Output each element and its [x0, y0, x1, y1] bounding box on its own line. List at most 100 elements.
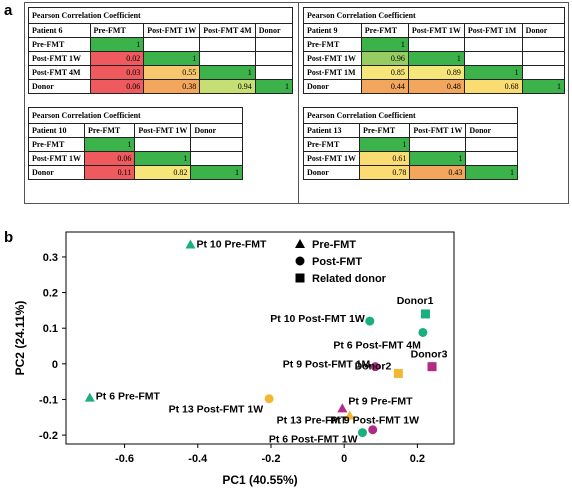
y-tick-label: 0.1	[43, 323, 58, 335]
x-tick-label: 0.2	[410, 453, 425, 465]
table-row: Donor 0.06 0.38 0.94 1	[28, 79, 294, 94]
correlation-cell: 0.02	[89, 51, 145, 66]
correlation-cell	[199, 37, 256, 52]
correlation-cell: 0.82	[134, 165, 192, 180]
data-point	[337, 403, 348, 413]
data-point	[84, 392, 95, 402]
table-title: Pearson Correlation Coefficient	[28, 107, 243, 124]
x-tick-label: 0	[341, 453, 347, 465]
data-point	[357, 428, 367, 438]
correlation-cell: 0.44	[360, 79, 409, 94]
column-header: Post-FMT 4M	[199, 23, 256, 38]
data-point	[264, 394, 274, 404]
data-point	[370, 362, 380, 372]
table-title-row: Pearson Correlation Coefficient	[303, 107, 518, 124]
correlation-cell: 1	[190, 165, 243, 180]
row-label: Post-FMT 1W	[303, 51, 362, 66]
point-label: Pt 6 Pre-FMT	[96, 391, 161, 403]
correlation-cell: 1	[409, 151, 467, 166]
correlation-cell: 1	[463, 65, 523, 80]
table-row: Post-FMT 4M 0.03 0.55 1	[28, 65, 294, 80]
table-title: Pearson Correlation Coefficient	[28, 7, 293, 24]
pca-scatter-plot: -0.6 -0.4 -0.2 0 0.2 -0.2 -0.1 0 0.1 0.2 0.3 PC1 (4…	[13, 231, 455, 487]
point-label: Pt 9 Post-FMT 1W	[330, 415, 419, 427]
y-tick-label: 0	[52, 359, 58, 371]
data-point	[185, 239, 196, 249]
correlation-cell: 0.85	[360, 65, 409, 80]
correlation-cell: 1	[465, 165, 518, 180]
data-point	[368, 425, 378, 435]
legend-label: Post-FMT	[312, 256, 362, 268]
table-row: Donor 0.78 0.43 1	[303, 165, 518, 180]
point-label: Pt 13 Post-FMT 1W	[169, 404, 264, 416]
correlation-cell: 0.11	[83, 165, 136, 180]
column-header: Pre-FMT	[83, 123, 136, 138]
table-row: Post-FMT 1W 0.06 1	[28, 151, 243, 166]
correlation-cell: 1	[143, 51, 201, 66]
correlation-cell: 0.48	[407, 79, 465, 94]
row-label: Post-FMT 1W	[28, 51, 91, 66]
correlation-cell	[465, 137, 518, 152]
table-row: Post-FMT 1W 0.96 1	[303, 51, 566, 66]
correlation-cell	[521, 51, 566, 66]
correlation-cell	[190, 151, 243, 166]
column-header: Post-FMT 1W	[143, 23, 201, 38]
point-label: Pt 6 Post-FMT 4M	[333, 339, 421, 351]
column-header: Post-FMT 1W	[407, 23, 465, 38]
table-title: Pearson Correlation Coefficient	[303, 107, 518, 124]
patient-label: Patient 6	[28, 23, 91, 38]
table-row: Pre-FMT 1	[303, 137, 518, 152]
column-header: Post-FMT 1W	[134, 123, 192, 138]
point-label: Pt 9 Post-FMT 1M	[283, 359, 371, 371]
row-label: Donor	[303, 165, 360, 180]
table-row: Pre-FMT 1	[28, 37, 294, 52]
legend-label: Pre-FMT	[312, 239, 356, 251]
x-tick-label: -0.6	[115, 453, 134, 465]
correlation-cell: 0.43	[409, 165, 467, 180]
point-label: Donor3	[411, 349, 448, 361]
legend-label: Related donor	[312, 273, 387, 285]
column-header: Donor	[465, 123, 518, 138]
row-label: Post-FMT 1W	[28, 151, 85, 166]
point-label: Donor2	[355, 360, 392, 372]
row-label: Pre-FMT	[303, 37, 362, 52]
data-point	[365, 316, 375, 326]
correlation-cell: 0.89	[407, 65, 465, 80]
y-tick-label: -0.2	[39, 430, 58, 442]
point-label: Pt 9 Pre-FMT	[348, 395, 413, 407]
correlation-cell	[190, 137, 243, 152]
data-point	[420, 309, 430, 319]
table-row: Pre-FMT 1	[303, 37, 566, 52]
table-row: Donor 0.11 0.82 1	[28, 165, 243, 180]
correlation-cell: 0.06	[83, 151, 136, 166]
correlation-tables-frame	[24, 2, 569, 204]
correlation-cell: 0.68	[463, 79, 523, 94]
plot-frame	[65, 231, 455, 445]
table-header-row: Patient 6 Pre-FMT Post-FMT 1W Post-FMT 4M Do…	[28, 23, 294, 38]
correlation-cell: 0.94	[199, 79, 256, 94]
patient-label: Patient 10	[28, 123, 85, 138]
correlation-cell: 0.61	[358, 151, 411, 166]
correlation-cell	[465, 151, 518, 166]
row-label: Pre-FMT	[28, 137, 85, 152]
correlation-cell: 1	[407, 51, 465, 66]
correlation-cell	[463, 37, 523, 52]
patient-label: Patient 13	[303, 123, 360, 138]
table-title-row: Pearson Correlation Coefficient	[303, 7, 565, 24]
frame-divider	[298, 2, 299, 204]
legend-marker	[295, 273, 305, 283]
table-header-row: Patient 13 Pre-FMT Post-FMT 1W Donor	[303, 123, 518, 138]
point-label: Pt 10 Post-FMT 1W	[270, 313, 365, 325]
correlation-cell	[134, 137, 192, 152]
table-row: Post-FMT 1W 0.61 1	[303, 151, 518, 166]
correlation-cell: 1	[358, 137, 411, 152]
correlation-cell: 1	[83, 137, 136, 152]
table-row: Post-FMT 1M 0.85 0.89 1	[303, 65, 566, 80]
correlation-cell: 1	[89, 37, 145, 52]
correlation-cell	[463, 51, 523, 66]
correlation-table-patient-13: Pearson Correlation Coefficient Patient 1…	[303, 107, 518, 180]
x-tick-label: -0.4	[188, 453, 208, 465]
panel-b-label: b	[4, 229, 14, 246]
table-title: Pearson Correlation Coefficient	[303, 7, 565, 24]
column-header: Post-FMT 1W	[409, 123, 467, 138]
